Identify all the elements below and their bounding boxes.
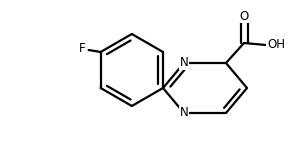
- Text: N: N: [180, 107, 188, 120]
- Text: F: F: [79, 41, 86, 55]
- Text: OH: OH: [267, 38, 285, 51]
- Text: N: N: [180, 57, 188, 69]
- Text: O: O: [239, 10, 249, 22]
